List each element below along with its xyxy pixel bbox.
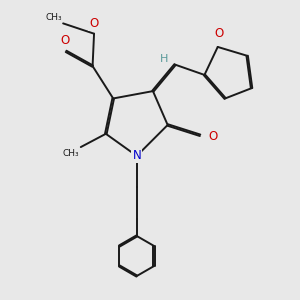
Text: CH₃: CH₃ <box>63 148 79 158</box>
Text: H: H <box>160 54 168 64</box>
Text: N: N <box>132 149 141 162</box>
Text: CH₃: CH₃ <box>45 13 62 22</box>
Text: O: O <box>60 34 69 47</box>
Text: O: O <box>89 17 99 30</box>
Text: O: O <box>214 28 223 40</box>
Text: O: O <box>208 130 218 143</box>
